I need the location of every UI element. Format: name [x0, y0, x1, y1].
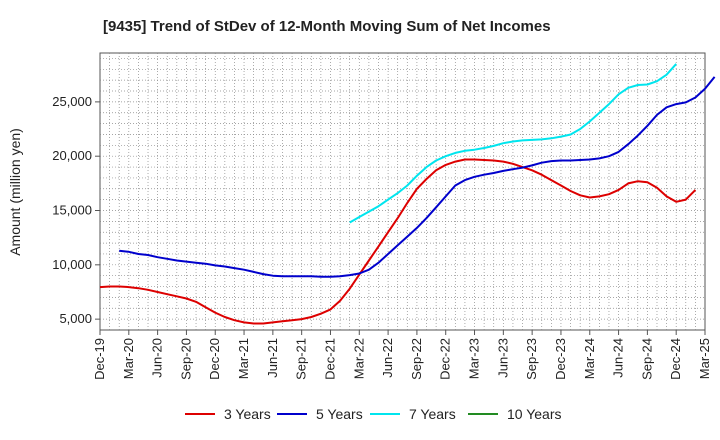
legend-item-5-years: 5 Years: [277, 406, 363, 422]
x-tick-label: Sep-21: [294, 338, 309, 380]
series-line-5-years: [119, 76, 716, 278]
legend: 3 Years 5 Years 7 Years 10 Years: [185, 406, 562, 422]
x-tick-label: Dec-23: [553, 338, 568, 380]
legend-label: 3 Years: [224, 406, 271, 422]
x-tick-label: Sep-23: [524, 338, 539, 380]
x-tick-label: Mar-24: [582, 338, 597, 379]
legend-item-7-years: 7 Years: [370, 406, 456, 422]
grid-y: [100, 58, 705, 320]
x-tick-label: Mar-20: [121, 338, 136, 379]
x-tick-label: Dec-20: [207, 338, 222, 380]
chart-title: [9435] Trend of StDev of 12-Month Moving…: [103, 18, 551, 35]
x-tick-label: Mar-25: [697, 338, 712, 379]
x-tick-label: Jun-22: [380, 338, 395, 378]
x-tick-label: Jun-21: [265, 338, 280, 378]
legend-item-10-years: 10 Years: [468, 406, 562, 422]
series-line-7-years: [349, 63, 677, 224]
series-layer: [99, 63, 716, 325]
x-axis-ticks: Dec-19 Mar-20 Jun-20 Sep-20 Dec-20 Mar-21 Jun-…: [92, 330, 712, 380]
legend-label: 7 Years: [409, 406, 456, 422]
y-tick-label: 25,000: [52, 94, 92, 109]
legend-item-3-years: 3 Years: [185, 406, 271, 422]
x-tick-label: Sep-22: [409, 338, 424, 380]
x-tick-label: Mar-21: [236, 338, 251, 379]
x-tick-label: Sep-20: [178, 338, 193, 380]
y-tick-label: 5,000: [59, 311, 92, 326]
plot-area: [99, 52, 706, 331]
x-tick-label: Dec-22: [438, 338, 453, 380]
y-axis-label: Amount (million yen): [7, 128, 23, 256]
x-tick-label: Mar-22: [351, 338, 366, 379]
x-tick-label: Jun-23: [495, 338, 510, 378]
x-tick-label: Dec-19: [92, 338, 107, 380]
y-tick-label: 10,000: [52, 257, 92, 272]
x-tick-label: Dec-21: [322, 338, 337, 380]
y-tick-label: 20,000: [52, 148, 92, 163]
y-axis-ticks: 5,000 10,000 15,000 20,000 25,000: [52, 94, 100, 326]
x-tick-label: Jun-20: [150, 338, 165, 378]
x-tick-label: Sep-24: [639, 338, 654, 380]
x-tick-label: Dec-24: [668, 338, 683, 380]
x-tick-label: Mar-23: [467, 338, 482, 379]
y-tick-label: 15,000: [52, 203, 92, 218]
legend-label: 10 Years: [507, 406, 562, 422]
series-line-3-years: [99, 158, 697, 325]
grid-x: [109, 53, 696, 330]
x-tick-label: Jun-24: [611, 338, 626, 378]
legend-label: 5 Years: [316, 406, 363, 422]
